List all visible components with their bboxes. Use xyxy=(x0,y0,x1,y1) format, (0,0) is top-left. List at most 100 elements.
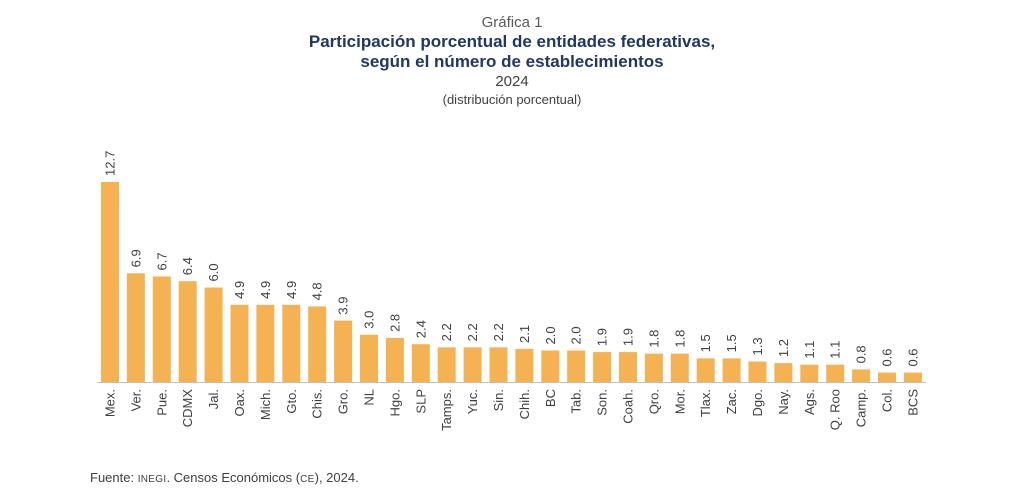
category-label: Chis. xyxy=(310,389,325,419)
bar-mex xyxy=(101,182,119,382)
value-label: 0.6 xyxy=(905,348,920,366)
value-label: 2.0 xyxy=(543,326,558,344)
category-label: Nay. xyxy=(776,389,791,415)
bar-zac xyxy=(722,358,741,382)
source-abbr: CE xyxy=(300,474,315,485)
bar-chis xyxy=(308,306,327,382)
category-label: Tamps. xyxy=(439,389,454,431)
bar-nay xyxy=(774,363,793,382)
bar-camp xyxy=(852,369,871,382)
bar-q-roo xyxy=(826,364,845,382)
category-label: Ver. xyxy=(128,389,143,411)
category-label: CDMX xyxy=(180,389,195,428)
bar-ver xyxy=(126,273,145,382)
bar-series xyxy=(101,182,922,382)
value-label: 0.6 xyxy=(880,348,895,366)
category-label: Dgo. xyxy=(750,389,765,416)
value-label: 2.2 xyxy=(439,323,454,341)
bar-coah xyxy=(619,352,637,382)
value-label: 4.9 xyxy=(284,281,299,299)
value-label: 2.1 xyxy=(517,325,532,343)
value-label: 4.8 xyxy=(310,282,325,300)
bar-ags xyxy=(800,364,819,382)
category-label: Gto. xyxy=(284,389,299,414)
value-label: 6.9 xyxy=(128,249,143,267)
category-label: Mor. xyxy=(672,389,687,414)
bar-tamps xyxy=(437,347,456,382)
value-labels: 12.7 6.9 6.7 6.4 6.0 4.9 4.9 4.9 4.8 3.9 3.0 2.8 2.4… xyxy=(103,151,921,367)
bar-hgo xyxy=(385,337,404,382)
value-label: 3.9 xyxy=(336,297,351,315)
value-label: 1.1 xyxy=(828,341,843,359)
bar-nl xyxy=(360,334,378,382)
category-label: Tab. xyxy=(569,389,584,414)
value-label: 2.2 xyxy=(491,323,506,341)
bar-qro xyxy=(644,353,663,382)
source-middle: . Censos Económicos ( xyxy=(166,470,301,485)
category-label: Sin. xyxy=(491,389,506,411)
category-label: Yuc. xyxy=(465,389,480,414)
category-label: Mex. xyxy=(103,389,118,417)
bar-bcs xyxy=(903,372,922,382)
category-label: Coah. xyxy=(621,389,636,424)
value-label: 1.8 xyxy=(646,330,661,348)
value-label: 6.7 xyxy=(154,252,169,270)
value-label: 2.2 xyxy=(465,323,480,341)
chart-kicker: Gráfica 1 xyxy=(481,14,543,31)
source-note: Fuente: INEGI. Censos Económicos (CE), 2… xyxy=(90,470,359,485)
category-label: Camp. xyxy=(854,389,869,427)
value-label: 1.9 xyxy=(621,328,636,346)
source-suffix: ), 2024. xyxy=(314,470,359,485)
bar-mich xyxy=(256,304,275,382)
bar-gro xyxy=(334,320,353,382)
category-label: Tlax. xyxy=(698,389,713,417)
bar-bc xyxy=(541,350,560,382)
source-org: INEGI xyxy=(137,474,167,485)
category-label: Pue. xyxy=(154,389,169,416)
chart-year: 2024 xyxy=(495,73,529,90)
bar-sin xyxy=(489,347,508,382)
bar-cdmx xyxy=(178,281,197,382)
value-label: 1.8 xyxy=(672,330,687,348)
category-label: BC xyxy=(543,389,558,407)
bar-son xyxy=(593,352,612,382)
value-label: 2.0 xyxy=(569,326,584,344)
bar-tab xyxy=(567,350,586,382)
value-label: 6.4 xyxy=(180,257,195,275)
bar-gto xyxy=(282,304,301,382)
value-label: 2.8 xyxy=(387,314,402,332)
category-labels: Mex. Ver. Pue. CDMX Jal. Oax. Mich. Gto. Chis. Gr… xyxy=(103,389,921,431)
category-label: Chih. xyxy=(517,389,532,419)
bar-mor xyxy=(670,353,689,382)
bar-yuc xyxy=(463,347,482,382)
bar-dgo xyxy=(748,361,767,382)
bar-jal xyxy=(204,287,223,382)
source-prefix: Fuente: xyxy=(90,470,138,485)
category-label: NL xyxy=(362,389,377,406)
bar-slp xyxy=(411,344,430,382)
category-label: Mich. xyxy=(258,389,273,420)
category-label: Jal. xyxy=(206,389,221,409)
value-label: 1.5 xyxy=(724,334,739,352)
value-label: 3.0 xyxy=(362,311,377,329)
bar-pue xyxy=(152,276,171,382)
bar-oax xyxy=(230,304,249,382)
category-label: Son. xyxy=(595,389,610,416)
category-label: Gro. xyxy=(336,389,351,414)
value-label: 1.2 xyxy=(776,339,791,357)
value-label: 12.7 xyxy=(103,151,118,176)
category-label: Oax. xyxy=(232,389,247,416)
value-label: 1.9 xyxy=(595,328,610,346)
category-label: Hgo. xyxy=(387,389,402,416)
category-label: Zac. xyxy=(724,389,739,414)
value-label: 4.9 xyxy=(232,281,247,299)
value-label: 6.0 xyxy=(206,263,221,281)
value-label: 1.1 xyxy=(802,341,817,359)
value-label: 4.9 xyxy=(258,281,273,299)
bar-col xyxy=(878,372,896,382)
value-label: 2.4 xyxy=(413,320,428,338)
value-label: 0.8 xyxy=(854,345,869,363)
bar-chih xyxy=(515,348,534,382)
category-label: Ags. xyxy=(802,389,817,415)
